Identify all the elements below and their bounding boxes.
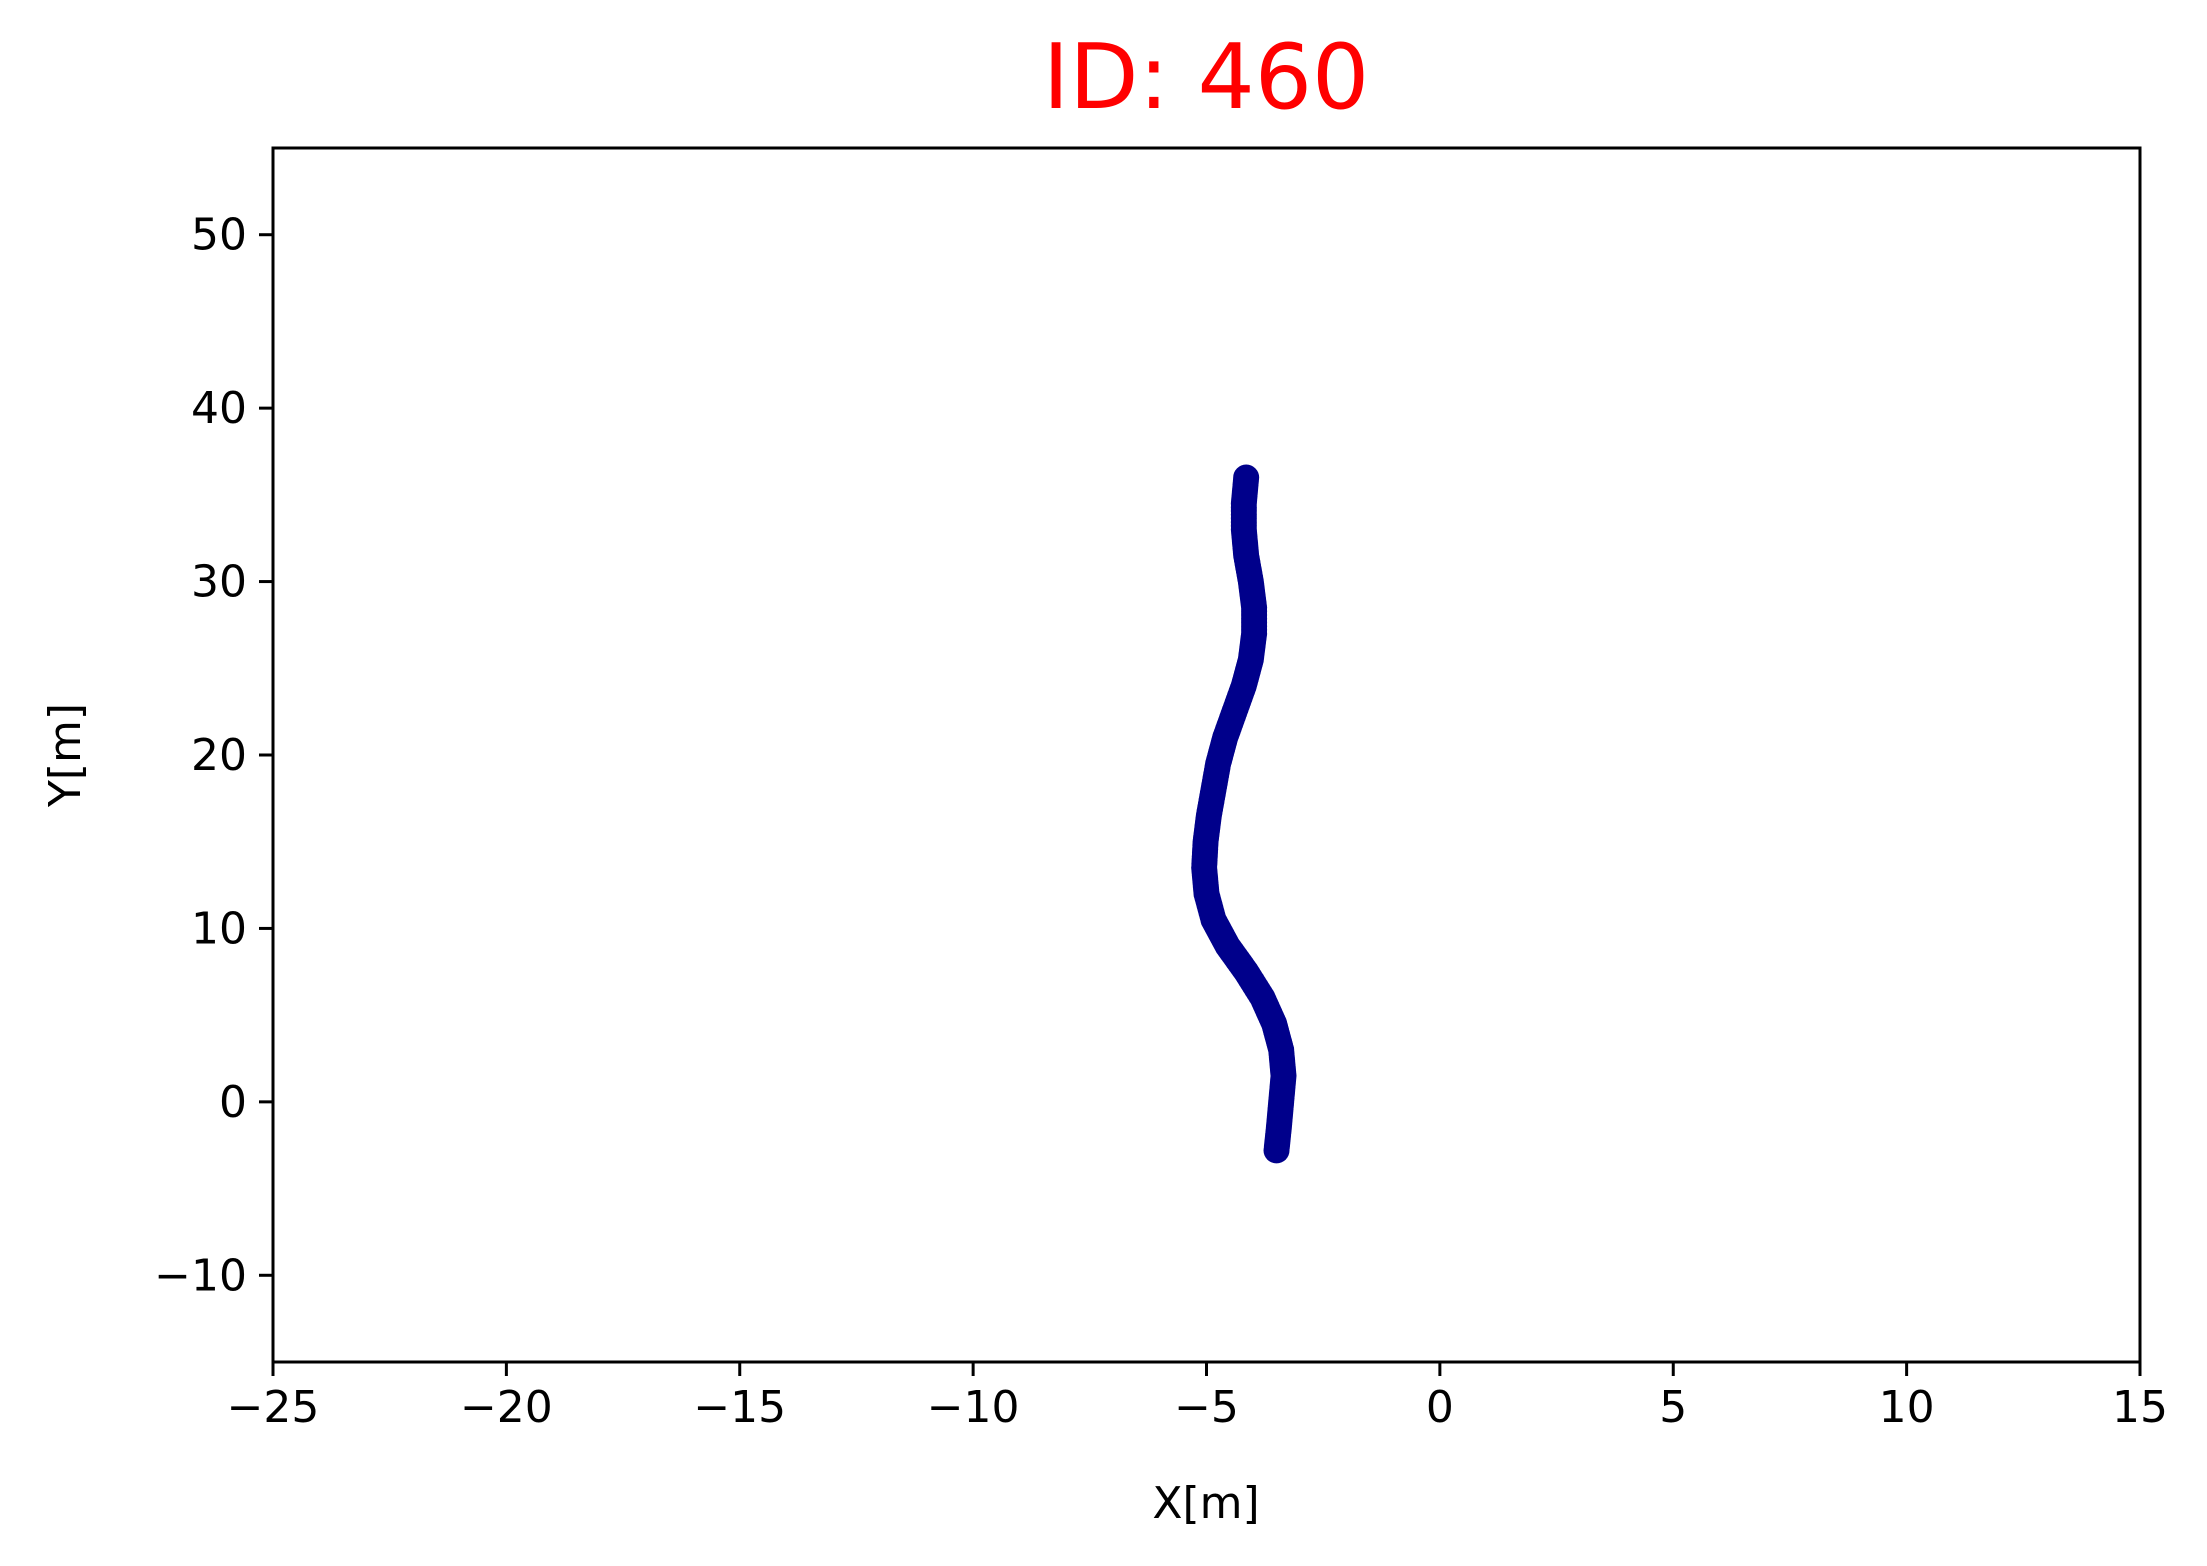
x-tick-label: 10 (1879, 1382, 1935, 1433)
x-tick-label: 15 (2112, 1382, 2168, 1433)
plot-frame (271, 146, 2142, 1364)
y-tick-label: 0 (219, 1077, 247, 1128)
data-layer (1191, 464, 1297, 1164)
chart-title: ID: 460 (1043, 25, 1370, 130)
y-tick-label: −10 (154, 1250, 247, 1301)
axes-layer: −25 −20 −15 −10 −5 0 5 10 15 −10 0 10 20 30 40 50 (154, 210, 2168, 1433)
x-tick-label: −25 (227, 1382, 320, 1433)
x-tick-label: 5 (1659, 1382, 1687, 1433)
y-axis-label: Y[m] (40, 703, 91, 808)
y-tick-label: 30 (191, 557, 247, 608)
x-tick-label: 0 (1426, 1382, 1454, 1433)
trajectory-point (1233, 464, 1260, 491)
y-tick-label: 50 (191, 210, 247, 261)
y-tick-label: 10 (191, 903, 247, 954)
x-tick-label: −20 (460, 1382, 553, 1433)
x-tick-label: −10 (927, 1382, 1020, 1433)
x-tick-label: −15 (693, 1382, 786, 1433)
x-tick-label: −5 (1174, 1382, 1239, 1433)
y-tick-label: 20 (191, 730, 247, 781)
plot-area (273, 148, 2140, 1362)
x-axis-label: X[m] (1152, 1478, 1259, 1529)
y-tick-label: 40 (191, 383, 247, 434)
